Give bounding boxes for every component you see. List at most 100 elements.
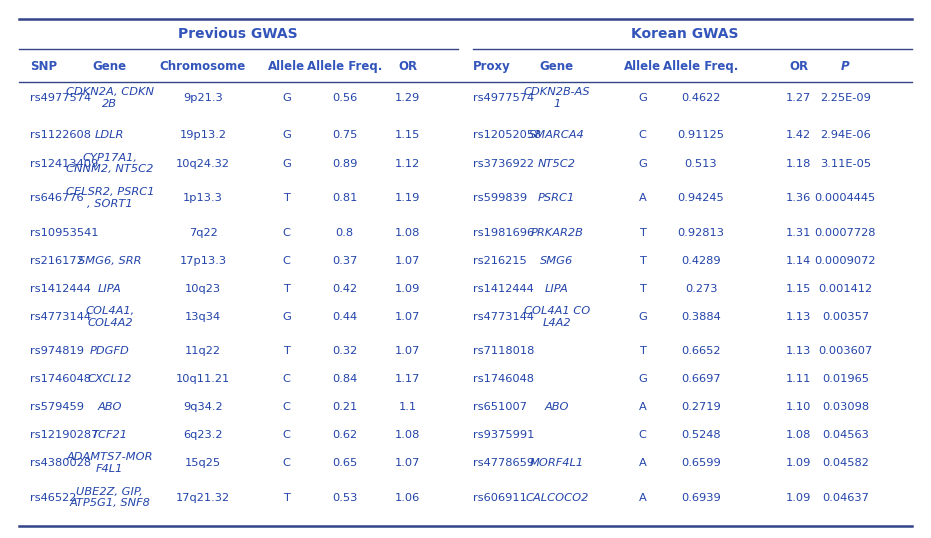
Text: 0.6599: 0.6599: [681, 458, 721, 468]
Text: CDKN2B-AS
1: CDKN2B-AS 1: [523, 87, 590, 109]
Text: LIPA: LIPA: [545, 284, 569, 294]
Text: G: G: [638, 159, 647, 168]
Text: G: G: [638, 312, 647, 322]
Text: G: G: [282, 312, 291, 322]
Text: 0.0007728: 0.0007728: [815, 228, 876, 238]
Text: 13q34: 13q34: [185, 312, 221, 322]
Text: 0.89: 0.89: [331, 159, 358, 168]
Text: rs46522: rs46522: [30, 493, 76, 502]
Text: MORF4L1: MORF4L1: [530, 458, 584, 468]
Text: 19p13.2: 19p13.2: [180, 130, 226, 139]
Text: 1.09: 1.09: [786, 493, 812, 502]
Text: C: C: [639, 130, 646, 139]
Text: rs3736922: rs3736922: [473, 159, 534, 168]
Text: rs599839: rs599839: [473, 193, 527, 203]
Text: rs4977574: rs4977574: [30, 93, 91, 103]
Text: 1.15: 1.15: [395, 130, 421, 139]
Text: rs4773144: rs4773144: [473, 312, 534, 322]
Text: 10q24.32: 10q24.32: [176, 159, 230, 168]
Text: CXCL12: CXCL12: [88, 374, 132, 384]
Text: 1.31: 1.31: [786, 228, 812, 238]
Text: ABO: ABO: [545, 402, 569, 412]
Text: 1.29: 1.29: [395, 93, 421, 103]
Text: 0.56: 0.56: [331, 93, 358, 103]
Text: rs12052058: rs12052058: [473, 130, 541, 139]
Text: rs7118018: rs7118018: [473, 346, 534, 356]
Text: 1.06: 1.06: [395, 493, 421, 502]
Text: NT5C2: NT5C2: [538, 159, 575, 168]
Text: 10q23: 10q23: [185, 284, 221, 294]
Text: CALCOCO2: CALCOCO2: [525, 493, 588, 502]
Text: 1.08: 1.08: [395, 430, 421, 440]
Text: C: C: [283, 256, 290, 266]
Text: C: C: [639, 430, 646, 440]
Text: C: C: [283, 228, 290, 238]
Text: 1.11: 1.11: [786, 374, 812, 384]
Text: 1.14: 1.14: [786, 256, 812, 266]
Text: 0.75: 0.75: [331, 130, 358, 139]
Text: 0.273: 0.273: [685, 284, 717, 294]
Text: OR: OR: [398, 60, 417, 73]
Text: ADAMTS7-MOR
F4L1: ADAMTS7-MOR F4L1: [67, 452, 153, 474]
Text: Allele: Allele: [624, 60, 661, 73]
Text: 1.42: 1.42: [787, 130, 811, 139]
Text: 0.84: 0.84: [331, 374, 358, 384]
Text: rs651007: rs651007: [473, 402, 527, 412]
Text: C: C: [283, 430, 290, 440]
Text: 0.53: 0.53: [331, 493, 358, 502]
Text: G: G: [638, 93, 647, 103]
Text: T: T: [283, 193, 290, 203]
Text: 0.91125: 0.91125: [678, 130, 724, 139]
Text: COL4A1,
COL4A2: COL4A1, COL4A2: [86, 306, 134, 328]
Text: LDLR: LDLR: [95, 130, 125, 139]
Text: 0.21: 0.21: [331, 402, 358, 412]
Text: 10q11.21: 10q11.21: [176, 374, 230, 384]
Text: rs1412444: rs1412444: [30, 284, 90, 294]
Text: 0.513: 0.513: [684, 159, 718, 168]
Text: 1p13.3: 1p13.3: [183, 193, 223, 203]
Text: 0.4622: 0.4622: [681, 93, 721, 103]
Text: T: T: [639, 256, 646, 266]
Text: rs10953541: rs10953541: [30, 228, 99, 238]
Text: PDGFD: PDGFD: [90, 346, 129, 356]
Text: Gene: Gene: [540, 60, 573, 73]
Text: 0.04637: 0.04637: [822, 493, 869, 502]
Text: rs12190287: rs12190287: [30, 430, 98, 440]
Text: 1.07: 1.07: [395, 346, 421, 356]
Text: 6q23.2: 6q23.2: [183, 430, 223, 440]
Text: 0.44: 0.44: [332, 312, 357, 322]
Text: TCF21: TCF21: [92, 430, 128, 440]
Text: 0.2719: 0.2719: [681, 402, 721, 412]
Text: CELSR2, PSRC1
, SORT1: CELSR2, PSRC1 , SORT1: [65, 187, 155, 209]
Text: C: C: [283, 458, 290, 468]
Text: T: T: [283, 346, 290, 356]
Text: COL4A1 CO
L4A2: COL4A1 CO L4A2: [523, 306, 590, 328]
Text: SMARCA4: SMARCA4: [529, 130, 585, 139]
Text: 0.3884: 0.3884: [681, 312, 721, 322]
Text: 0.04563: 0.04563: [822, 430, 869, 440]
Text: PRKAR2B: PRKAR2B: [531, 228, 583, 238]
Text: 3.11E-05: 3.11E-05: [820, 159, 870, 168]
Text: 17q21.32: 17q21.32: [176, 493, 230, 502]
Text: 0.42: 0.42: [332, 284, 357, 294]
Text: 1.13: 1.13: [786, 346, 812, 356]
Text: G: G: [282, 93, 291, 103]
Text: CYP17A1,
CNNM2, NT5C2: CYP17A1, CNNM2, NT5C2: [66, 153, 154, 174]
Text: rs606911: rs606911: [473, 493, 527, 502]
Text: T: T: [283, 493, 290, 502]
Text: 1.27: 1.27: [786, 93, 812, 103]
Text: 0.37: 0.37: [331, 256, 358, 266]
Text: OR: OR: [789, 60, 808, 73]
Text: G: G: [282, 130, 291, 139]
Text: 0.0009072: 0.0009072: [815, 256, 876, 266]
Text: rs216172: rs216172: [30, 256, 84, 266]
Text: SNP: SNP: [30, 60, 57, 73]
Text: A: A: [639, 402, 646, 412]
Text: 1.15: 1.15: [786, 284, 812, 294]
Text: Allele Freq.: Allele Freq.: [664, 60, 738, 73]
Text: 0.003607: 0.003607: [818, 346, 872, 356]
Text: 0.94245: 0.94245: [678, 193, 724, 203]
Text: 15q25: 15q25: [185, 458, 221, 468]
Text: ABO: ABO: [98, 402, 122, 412]
Text: SMG6, SRR: SMG6, SRR: [78, 256, 142, 266]
